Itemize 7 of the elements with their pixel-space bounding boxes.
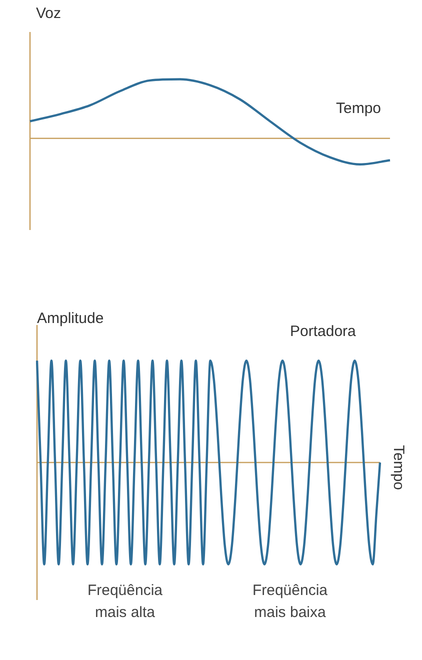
y-axis-title: Voz [36,5,62,22]
text: Freqüência mais alta [86,581,164,623]
ref-line-label: Tempo [390,445,407,490]
y-axis-title: Amplitude [37,310,104,327]
series-label: Portadora [290,323,356,340]
x-axis-title: Tempo [336,100,382,117]
text: Freqüência mais baixa [251,581,329,623]
